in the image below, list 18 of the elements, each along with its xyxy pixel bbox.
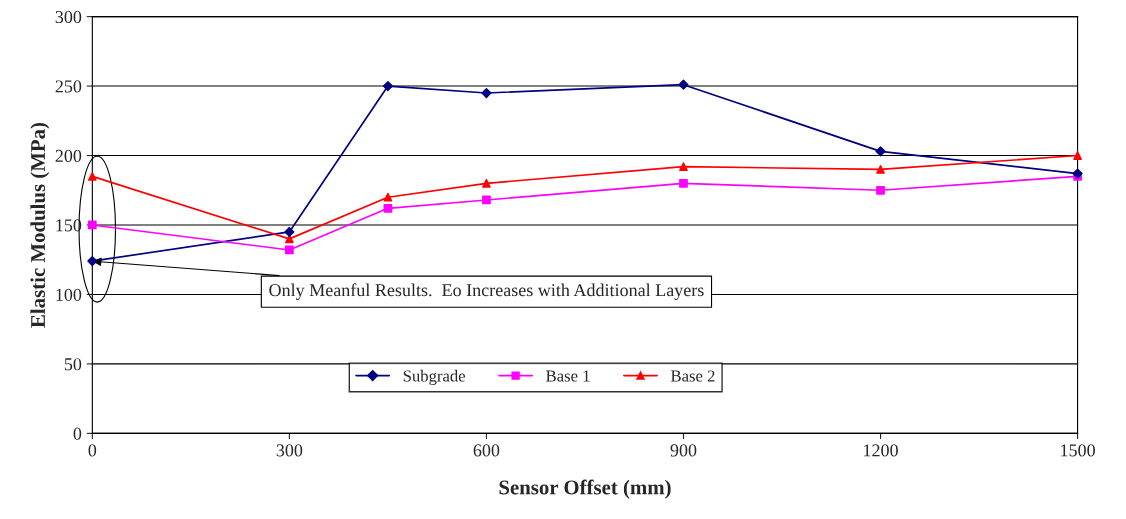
y-tick-label: 250 (55, 80, 82, 93)
x-tick-label: 1500 (1061, 444, 1095, 457)
y-tick-label: 50 (64, 358, 82, 371)
x-tick-label: 300 (276, 444, 303, 457)
y-tick-label: 0 (73, 427, 82, 440)
x-tick-label: 900 (670, 444, 697, 457)
y-tick-label: 100 (56, 288, 82, 301)
legend-label: Base 1 (546, 370, 590, 382)
x-tick-label: 1200 (864, 444, 898, 457)
legend-label: Subgrade (403, 369, 466, 386)
x-tick-label: 0 (88, 444, 97, 457)
y-tick-label: 200 (55, 149, 82, 162)
x-axis-title: Sensor Offset (mm) (499, 479, 671, 499)
legend-label: Base 2 (670, 370, 715, 382)
x-tick-label: 600 (473, 444, 500, 457)
y-axis-title: Elastic Modulus (MPa) (30, 122, 50, 328)
y-tick-label: 300 (55, 10, 82, 24)
annotation: Only Meanful Results. Eo Increases with Additional Layers (269, 283, 704, 300)
